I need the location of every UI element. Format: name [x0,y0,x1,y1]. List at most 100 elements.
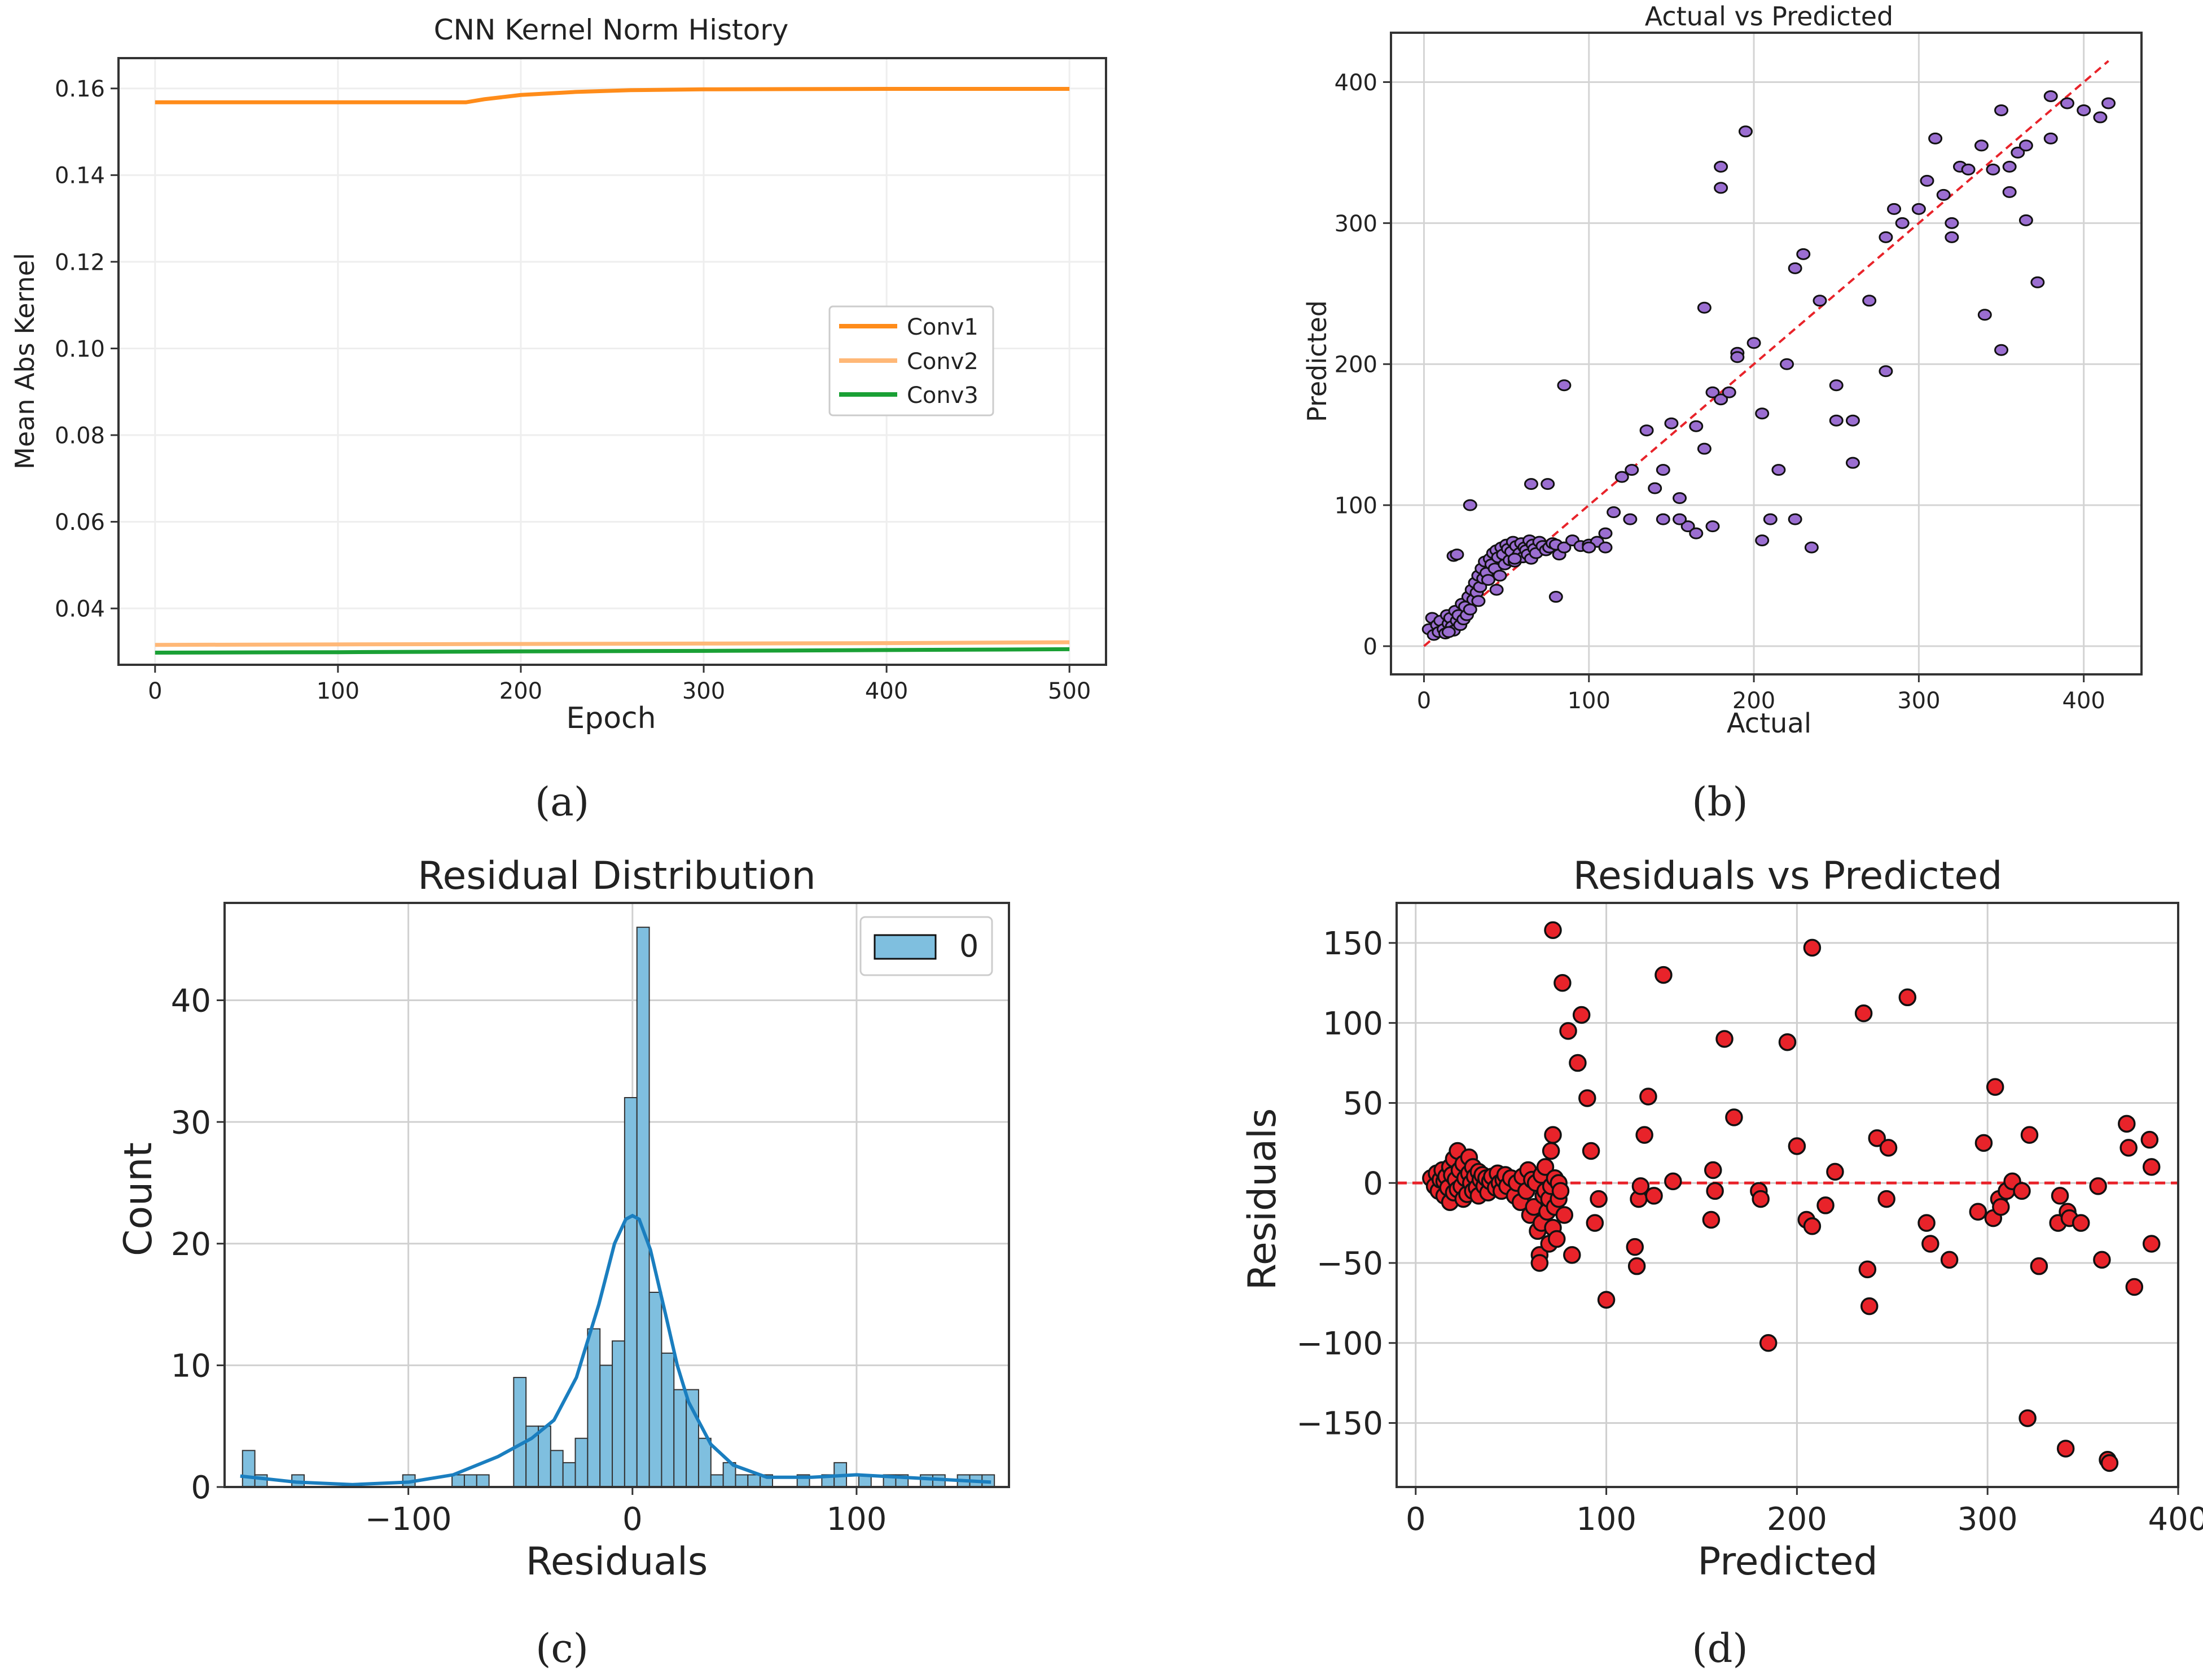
histogram-bar [710,1474,724,1488]
y-tick-label: 100 [1323,1006,1383,1042]
scatter-point [2011,146,2025,159]
scatter-point [1702,1210,1721,1229]
y-axis-ticks: −150 −100 −50 0 50 100 150 [1296,925,1397,1442]
series-lines [155,87,1070,655]
scatter-point [2002,186,2017,198]
scatter-point [1887,203,1902,215]
x-tick-label: 300 [1897,688,1940,714]
scatter-point [1578,1089,1596,1107]
scatter-point [1921,1235,1939,1253]
legend-swatch [874,934,937,960]
chart-title: Residual Distribution [418,854,816,898]
scatter-point [1920,174,1934,187]
scatter-point [2060,97,2074,109]
x-tick-label: 0 [1417,688,1431,714]
scatter-point [2056,1440,2075,1458]
scatter-point [1868,1129,1886,1147]
scatter-point [1493,569,1507,582]
y-tick-label: 10 [171,1348,211,1385]
y-tick-label: 300 [1335,211,1377,237]
x-tick-label: 0 [1406,1501,1426,1538]
scatter-point [1555,1206,1574,1224]
scatter-point [1714,182,1728,194]
scatter-point [2142,1158,2161,1176]
histogram-bar [463,1474,477,1488]
chart-title: Actual vs Predicted [1645,1,1893,32]
x-tick-label: 400 [2062,688,2105,714]
scatter-point [1481,574,1495,586]
scatter-point [1829,414,1844,427]
legend: Conv1 Conv2 Conv3 [828,305,994,416]
scatter-point [1969,1203,1987,1221]
scatter-point [1715,1030,1734,1048]
x-axis-ticks: −100 0 100 [365,1487,887,1538]
scatter-point [1548,1230,1566,1248]
scatter-point [1551,1182,1570,1200]
scatter-point [1829,379,1844,392]
scatter-point [1548,591,1563,603]
panel-d-residuals-vs-predicted-chart: Residuals vs Predicted 0 100 200 300 400 −15… [1240,854,2203,1672]
scatter-point [1879,365,1893,378]
histogram-bar [697,1437,712,1488]
plot-frame [223,902,1010,1488]
y-tick-label: 100 [1335,493,1377,519]
scatter-point [2043,132,2058,144]
x-tick-label: 100 [826,1501,887,1538]
scatter-point [2140,1130,2159,1149]
scatter-points [1422,921,2161,1472]
scatter-point [1553,974,1572,992]
histogram-bar [513,1376,527,1488]
scatter-point [1626,1238,1644,1256]
scatter-point [1664,417,1679,429]
scatter-point [1450,549,1464,561]
x-axis-label: Predicted [1697,1539,1877,1584]
y-axis-label: Count [116,1142,161,1256]
scatter-point [2018,139,2033,152]
y-axis-ticks: 0 100 200 300 400 [1335,70,1391,660]
histogram-bar [636,927,650,1488]
scatter-point [1635,1126,1653,1144]
scatter-point [1755,407,1770,420]
scatter-point [1974,139,1989,152]
scatter-point [1542,1142,1560,1160]
panel-c-residual-distribution-chart: Residual Distribution −100 0 100 0 10 20 30 40… [116,854,1010,1672]
scatter-point [1879,231,1893,243]
chart-title: CNN Kernel Norm History [434,14,789,46]
x-tick-label: 400 [865,678,908,704]
scatter-point [1631,1177,1650,1195]
legend: 0 [859,916,993,976]
histogram-bar [920,1474,933,1488]
y-axis-ticks: 0 10 20 30 40 [171,983,225,1506]
x-tick-label: 200 [1732,688,1775,714]
legend-label-conv3: Conv3 [907,383,978,409]
x-axis-ticks: 0 100 200 300 400 [1406,1487,2203,1538]
y-axis-label: Residuals [1240,1108,1285,1291]
scatter-point [1645,1187,1663,1205]
scatter-point [1986,1078,2004,1096]
y-tick-label: 50 [1343,1086,1383,1122]
scatter-point [1673,492,1687,505]
scatter-point [1974,1134,1993,1152]
y-axis-label: Mean Abs Kernel [10,253,40,470]
scatter-point [1994,104,2009,116]
scatter-point [2100,1454,2119,1472]
scatter-point [1752,1190,1770,1208]
scatter-point [2002,160,2017,173]
scatter-point [1623,513,1638,525]
scatter-point [1826,1163,1844,1181]
scatter-point [2101,97,2116,109]
scatter-point [2020,1126,2039,1144]
scatter-point [1771,464,1786,476]
scatter-point [1706,1182,1724,1200]
scatter-point [1738,125,1753,138]
scatter-point [1788,262,1802,274]
x-axis-label: Residuals [526,1539,708,1584]
histogram-bar [574,1437,589,1488]
x-tick-label: 100 [1576,1501,1636,1538]
scatter-point [1977,309,1992,321]
panel-caption: (c) [536,1625,589,1672]
scatter-point [1689,420,1704,432]
x-tick-label: 400 [2148,1501,2203,1538]
scatter-point [1714,160,1728,173]
x-tick-label: 200 [499,678,542,704]
